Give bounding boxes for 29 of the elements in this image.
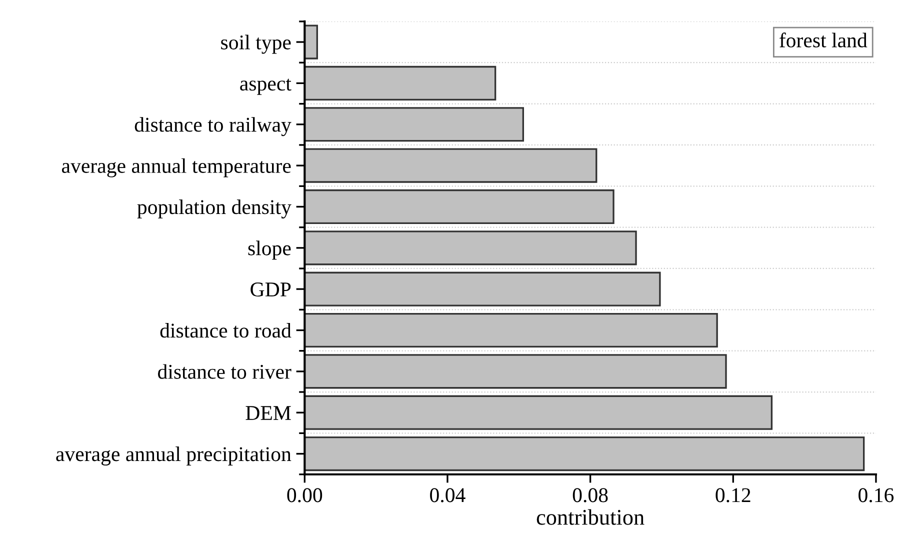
- bar: [304, 272, 661, 306]
- y-tick-label: slope: [248, 240, 291, 260]
- bar: [304, 436, 865, 472]
- bar: [304, 107, 524, 142]
- bar: [304, 395, 773, 430]
- bar: [304, 148, 598, 183]
- bar: [304, 354, 727, 389]
- y-tick-label: DEM: [246, 406, 291, 420]
- y-tick-label: average annual precipitation: [56, 446, 292, 466]
- x-tick-label: 0.00: [287, 488, 322, 502]
- y-tick-label: distance to road: [160, 323, 292, 338]
- x-tick-label: 0.08: [572, 488, 608, 502]
- y-tick-label: aspect: [240, 78, 292, 95]
- bar: [304, 189, 614, 224]
- bar: [304, 66, 496, 101]
- x-tick-label: 0.12: [716, 488, 750, 502]
- y-tick-label: GDP: [250, 282, 291, 297]
- x-tick-label: 0.16: [858, 488, 894, 502]
- x-tick-label: 0.04: [430, 488, 466, 502]
- y-tick-label: distance to river: [158, 364, 292, 379]
- annotation: forest land: [780, 32, 868, 48]
- bar: [304, 24, 318, 60]
- y-tick-label: soil type: [221, 34, 291, 54]
- x-axis-title: contribution: [536, 509, 644, 525]
- bar: [304, 230, 637, 266]
- y-tick-label: distance to railway: [134, 117, 292, 136]
- y-tick-label: average annual temperature: [62, 158, 291, 178]
- y-tick-label: population density: [137, 199, 292, 218]
- bar: [304, 312, 718, 348]
